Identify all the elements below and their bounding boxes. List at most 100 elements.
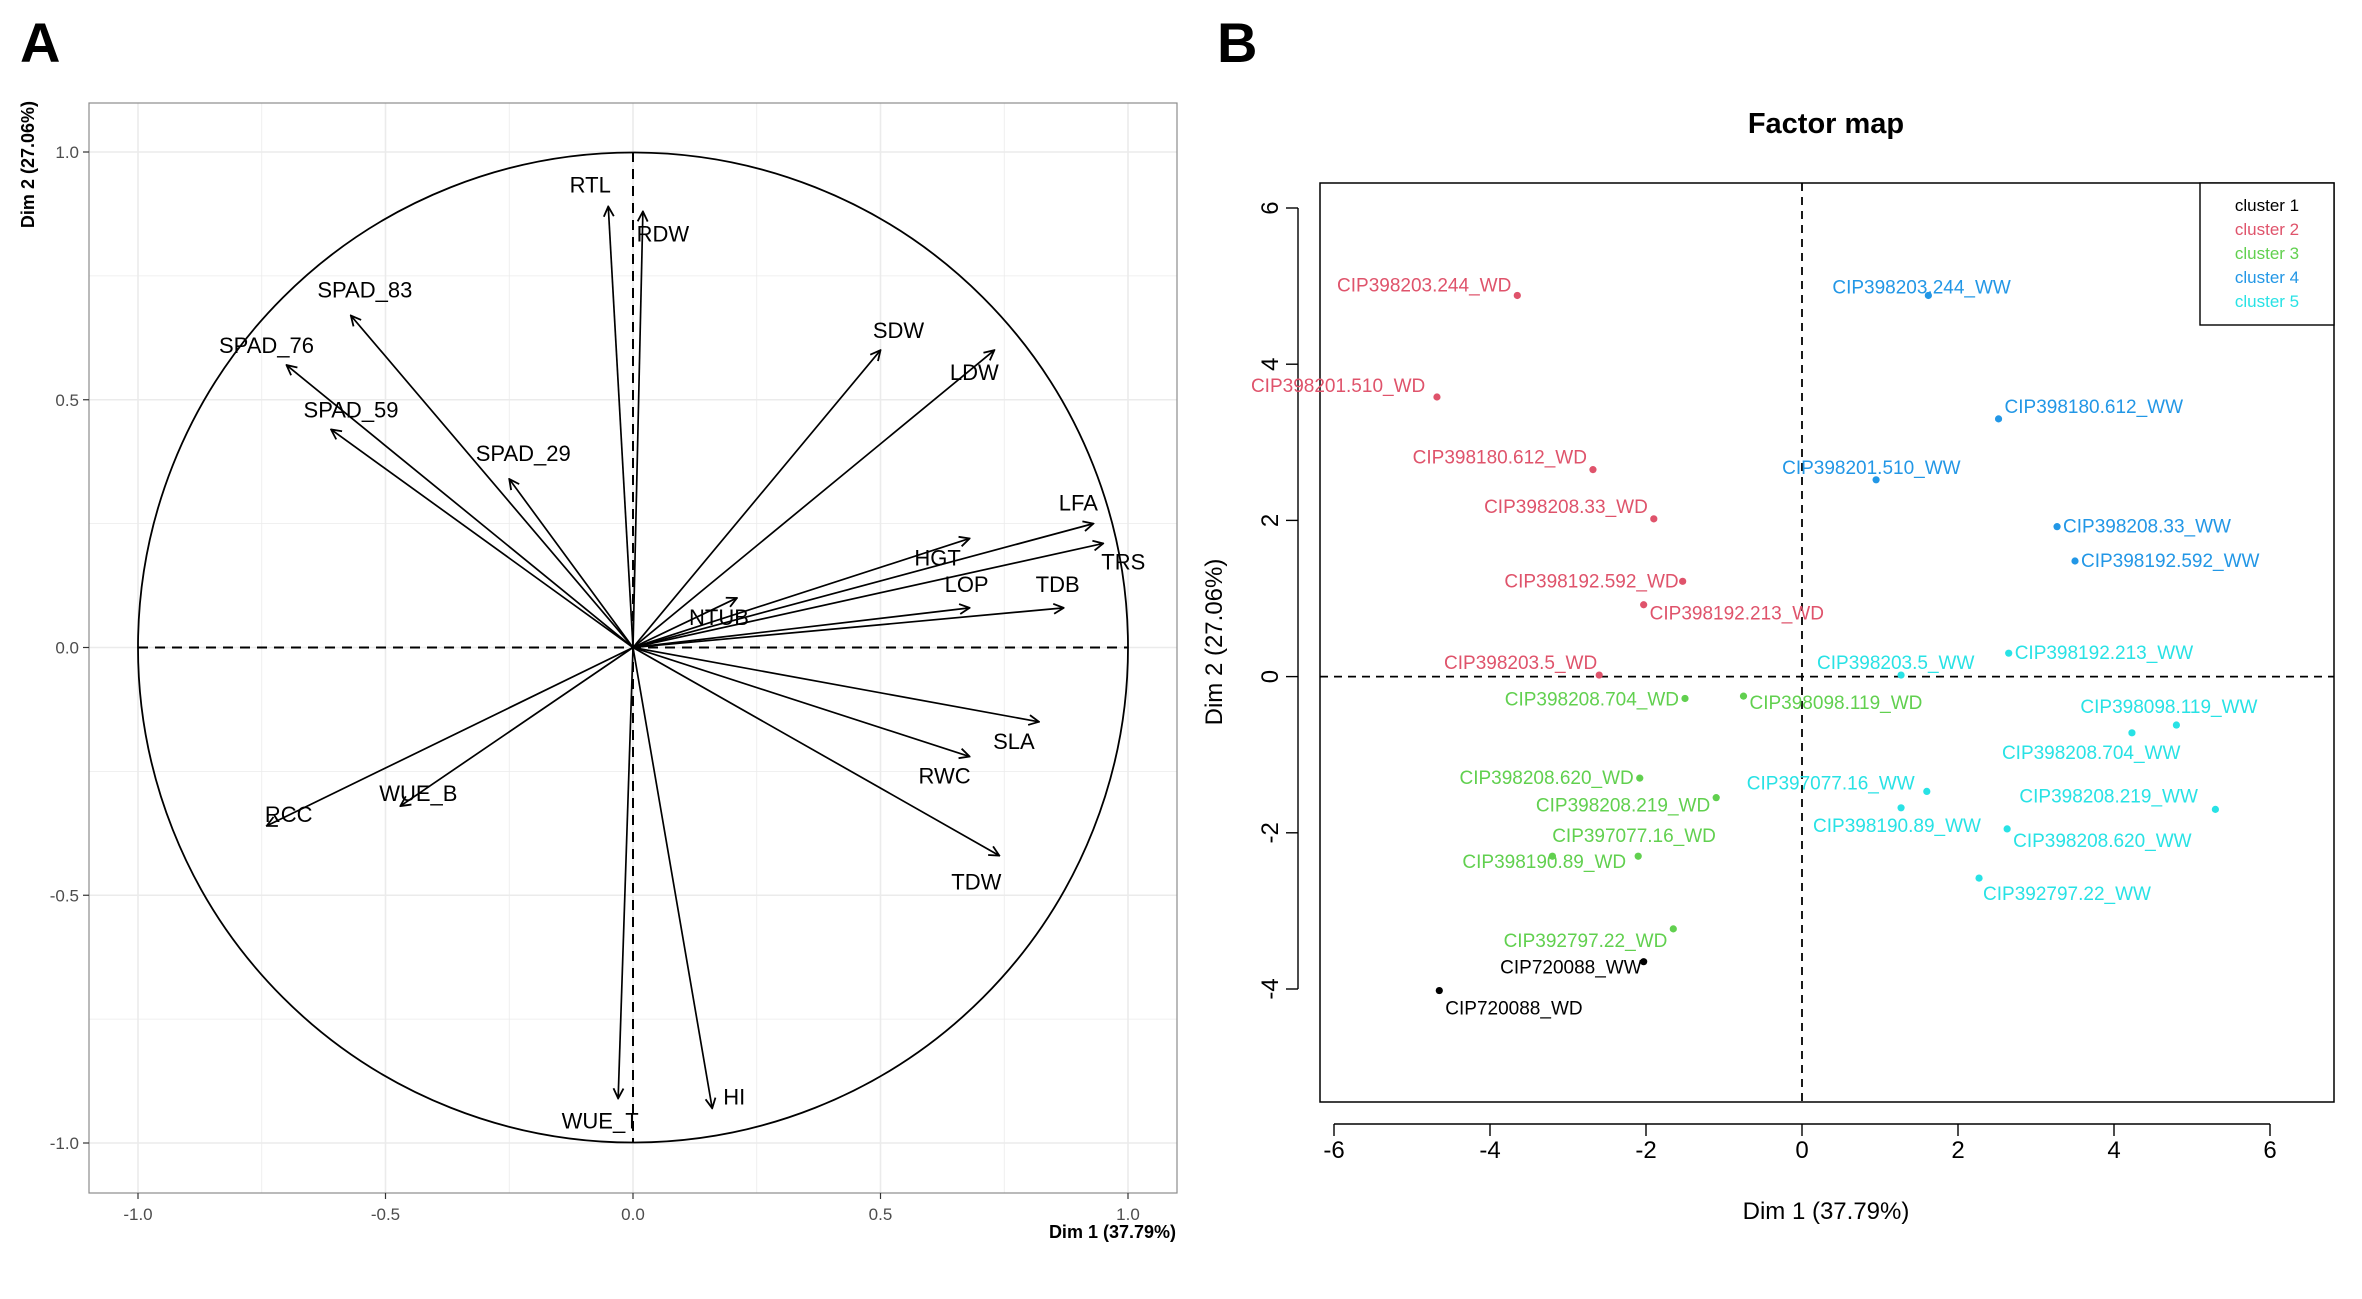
data-point xyxy=(1897,671,1905,679)
legend-entry: cluster 5 xyxy=(2235,292,2299,311)
point-label: CIP398203.5_WW xyxy=(1817,653,1974,674)
data-point xyxy=(1640,601,1648,609)
data-point xyxy=(2005,649,2013,657)
variable-arrow-ldw xyxy=(632,350,994,649)
panel-b-letter: B xyxy=(1217,11,1257,74)
point-label: CIP398208.704_WD xyxy=(1505,689,1679,710)
variable-label: HI xyxy=(723,1084,745,1109)
variable-arrow-wue-b xyxy=(400,646,634,807)
data-point xyxy=(1636,774,1644,782)
x-tick-label: -4 xyxy=(1479,1137,1500,1164)
point-label: CIP398201.510_WD xyxy=(1251,376,1425,397)
variable-arrow-spad-76 xyxy=(287,365,634,649)
x-tick-label: 0 xyxy=(1795,1137,1808,1164)
x-tick-label: -6 xyxy=(1323,1137,1344,1164)
point-label: CIP398208.620_WW xyxy=(2013,831,2192,852)
data-point xyxy=(1872,476,1880,484)
y-tick-label: -0.5 xyxy=(50,886,79,905)
x-axis-label: Dim 1 (37.79%) xyxy=(1743,1198,1910,1225)
variable-arrow-trs xyxy=(632,543,1103,649)
variable-arrow-spad-59 xyxy=(331,429,634,649)
point-label: CIP398190.89_WW xyxy=(1813,816,1981,837)
x-axis-label: Dim 1 (37.79%) xyxy=(1049,1222,1176,1242)
legend-entry: cluster 1 xyxy=(2235,196,2299,215)
y-tick-label: 1.0 xyxy=(55,143,79,162)
variable-label: RWC xyxy=(919,764,971,789)
y-tick-label: 2 xyxy=(1257,514,1284,527)
data-point xyxy=(1435,986,1443,995)
point-label: CIP398203.244_WW xyxy=(1832,277,2011,298)
variable-label: SPAD_59 xyxy=(304,397,399,422)
x-tick-label: 4 xyxy=(2107,1137,2120,1164)
point-label: CIP392797.22_WW xyxy=(1983,884,2151,905)
point-label: CIP397077.16_WD xyxy=(1552,826,1716,847)
point-label: CIP398098.119_WD xyxy=(1750,693,1923,714)
legend-entry: cluster 2 xyxy=(2235,220,2299,239)
data-point xyxy=(1679,577,1687,585)
data-point xyxy=(1513,291,1521,300)
y-tick-label: 0 xyxy=(1257,670,1284,683)
point-label: CIP398190.89_WD xyxy=(1462,852,1626,873)
variable-label: RDW xyxy=(637,221,690,246)
data-point xyxy=(1975,874,1983,882)
point-label: CIP398192.213_WW xyxy=(2015,643,2194,664)
variable-label: WUE_T xyxy=(562,1108,639,1133)
chart-title: Factor map xyxy=(1748,108,1904,140)
point-label: CIP720088_WD xyxy=(1445,999,1582,1020)
data-point xyxy=(1739,692,1748,700)
data-point xyxy=(2003,825,2011,833)
y-tick-label: 4 xyxy=(1257,358,1284,371)
point-label: CIP398208.219_WD xyxy=(1536,796,1710,817)
variable-arrow-rcc xyxy=(267,646,634,826)
variable-label: SPAD_29 xyxy=(476,441,571,466)
data-point xyxy=(1669,925,1677,933)
variable-label: TDB xyxy=(1036,572,1080,597)
data-point xyxy=(2172,721,2180,729)
data-point xyxy=(1681,694,1689,703)
y-tick-label: 0.0 xyxy=(55,639,79,658)
x-tick-label: 6 xyxy=(2263,1137,2276,1164)
x-tick-label: -0.5 xyxy=(371,1205,400,1224)
variable-arrow-tdb xyxy=(632,608,1064,649)
legend-entry: cluster 4 xyxy=(2235,268,2299,287)
y-axis-label: Dim 2 (27.06%) xyxy=(18,101,38,228)
variable-arrow-sla xyxy=(632,646,1039,722)
variable-label: HGT xyxy=(914,545,960,570)
y-tick-label: 0.5 xyxy=(55,391,79,410)
point-label: CIP398201.510_WW xyxy=(1782,458,1961,479)
variable-label: SLA xyxy=(993,729,1035,754)
legend-entry: cluster 3 xyxy=(2235,244,2299,263)
point-label: CIP720088_WW xyxy=(1500,958,1642,979)
x-tick-label: 0.5 xyxy=(869,1205,893,1224)
variable-label: RCC xyxy=(265,802,313,827)
data-point xyxy=(1548,852,1556,860)
point-label: CIP398192.592_WW xyxy=(2081,551,2260,572)
variable-arrow-tdw xyxy=(632,646,999,856)
data-point xyxy=(1924,291,1932,300)
variable-arrow-hi xyxy=(632,647,712,1109)
point-label: CIP398180.612_WW xyxy=(2005,397,2184,418)
point-label: CIP397077.16_WW xyxy=(1747,773,1915,794)
point-label: CIP398208.704_WW xyxy=(2002,743,2181,764)
variable-arrow-lfa xyxy=(632,524,1093,649)
data-point xyxy=(2071,557,2079,565)
data-point xyxy=(2211,805,2219,813)
variable-label: LDW xyxy=(950,360,999,385)
data-point xyxy=(1712,794,1720,802)
y-tick-label: -2 xyxy=(1257,822,1284,843)
variable-arrow-rtl xyxy=(608,207,634,648)
data-point xyxy=(2128,729,2136,737)
variable-label: NTUB xyxy=(689,605,749,630)
variable-arrow-spad-83 xyxy=(351,316,634,649)
data-point xyxy=(1640,958,1648,966)
variable-label: TDW xyxy=(951,870,1001,895)
data-point xyxy=(1433,393,1441,401)
data-point xyxy=(1595,671,1603,679)
variable-arrow-rwc xyxy=(632,646,970,757)
point-label: CIP398208.219_WW xyxy=(2019,786,2198,807)
point-label: CIP398192.592_WD xyxy=(1504,571,1678,592)
variable-label: LOP xyxy=(945,572,989,597)
data-point xyxy=(1650,515,1658,523)
